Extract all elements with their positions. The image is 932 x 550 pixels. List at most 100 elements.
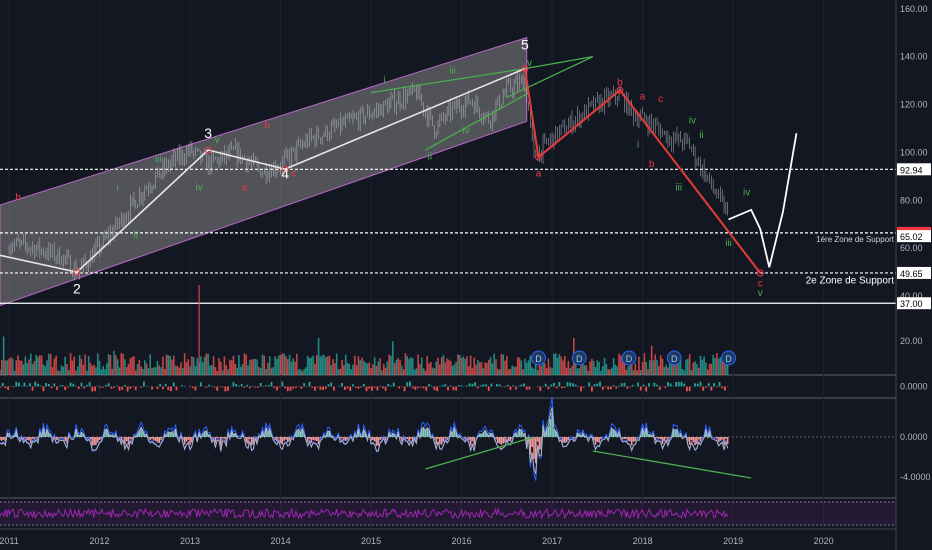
osc-bar — [105, 429, 108, 437]
macd-bar — [376, 386, 379, 391]
projection-path — [728, 133, 798, 268]
macd-bar — [324, 386, 327, 389]
osc-bar — [404, 437, 407, 439]
volume-bar — [717, 358, 720, 375]
volume-bar — [212, 356, 215, 375]
volume-bar — [301, 370, 304, 375]
volume-bar — [196, 358, 199, 375]
osc-bar — [350, 435, 352, 437]
dividend-marker-label: D — [626, 354, 633, 364]
osc-bar — [22, 437, 25, 440]
dividend-marker[interactable] — [571, 350, 587, 366]
osc-bar — [614, 431, 617, 437]
osc-bar — [428, 429, 430, 437]
osc-bar — [314, 437, 316, 441]
macd-bar — [506, 384, 509, 387]
macd-bar — [311, 386, 314, 388]
volume-bar — [489, 357, 492, 375]
macd-bar — [39, 385, 42, 387]
volume-bar — [315, 355, 318, 375]
osc-bar — [489, 432, 492, 437]
macd-bar — [167, 386, 170, 391]
volume-bar — [395, 359, 398, 375]
volume-bar — [111, 368, 114, 375]
osc-bar — [140, 428, 142, 437]
volume-bar — [115, 355, 117, 375]
volume-bar — [44, 366, 47, 375]
osc-bar — [725, 437, 727, 439]
volume-bar — [364, 362, 367, 375]
volume-bar — [297, 369, 300, 375]
osc-bar — [29, 437, 32, 444]
volume-bar — [187, 359, 190, 375]
osc-bar — [357, 429, 360, 437]
volume-bar — [668, 359, 671, 375]
volume-bar — [692, 362, 695, 375]
macd-bar — [341, 383, 344, 387]
macd-bar — [58, 385, 61, 387]
time-axis-tick: 2019 — [723, 536, 743, 546]
osc-bar — [308, 437, 311, 440]
osc-bar — [93, 437, 95, 446]
macd-bar — [259, 383, 262, 387]
macd-bar — [409, 381, 411, 387]
macd-bar — [349, 386, 352, 391]
osc-bar — [518, 429, 521, 437]
volume-bar — [634, 363, 637, 375]
volume-bar — [154, 367, 157, 375]
macd-bar — [547, 386, 550, 390]
volume-bar — [415, 368, 418, 375]
osc-bar — [585, 435, 588, 437]
price-level-tag-text: 49.65 — [900, 269, 923, 279]
macd-bar — [664, 386, 667, 388]
volume-bar — [22, 364, 25, 375]
macd-bar — [550, 384, 553, 387]
osc-bar — [363, 429, 365, 437]
osc-bar — [569, 437, 571, 438]
osc-bar — [11, 436, 14, 437]
volume-bar — [189, 366, 191, 375]
volume-bar — [221, 370, 224, 375]
dividend-marker[interactable] — [666, 350, 682, 366]
macd-bar — [314, 386, 316, 391]
volume-bar — [511, 365, 514, 375]
volume-bar — [551, 367, 553, 375]
osc-bar — [697, 437, 700, 440]
macd-bar — [123, 385, 126, 387]
dividend-marker[interactable] — [621, 350, 637, 366]
osc-bar — [401, 437, 403, 442]
osc-bar — [578, 433, 581, 437]
osc-bar — [2, 437, 5, 440]
macd-bar — [240, 383, 243, 387]
macd-bar — [50, 386, 53, 389]
osc-bar — [536, 437, 539, 442]
osc-bar — [268, 429, 271, 437]
volume-bar — [144, 360, 146, 375]
volume-bar — [726, 363, 729, 375]
volume-bar — [51, 367, 54, 375]
osc-bar — [58, 437, 61, 438]
dividend-marker[interactable] — [721, 350, 737, 366]
osc-bar — [701, 437, 704, 439]
macd-bar — [213, 386, 216, 388]
volume-bar — [688, 354, 691, 375]
volume-bar — [250, 359, 253, 375]
osc-bar — [0, 437, 1, 441]
osc-bar — [377, 437, 380, 446]
macd-bar — [181, 385, 183, 387]
volume-bar — [167, 355, 170, 375]
wave-label: v — [215, 135, 220, 146]
osc-bar — [247, 437, 249, 444]
macd-bar — [422, 386, 425, 389]
osc-bar — [89, 437, 92, 440]
macd-bar — [607, 386, 610, 390]
macd-bar — [707, 383, 710, 387]
osc-bar — [234, 432, 237, 437]
macd-bar — [715, 386, 718, 388]
osc-bar — [719, 437, 722, 441]
macd-bar — [300, 386, 303, 389]
wave-label: iii — [155, 154, 162, 165]
corrective-wave-path — [523, 68, 762, 274]
dividend-marker[interactable] — [531, 350, 547, 366]
